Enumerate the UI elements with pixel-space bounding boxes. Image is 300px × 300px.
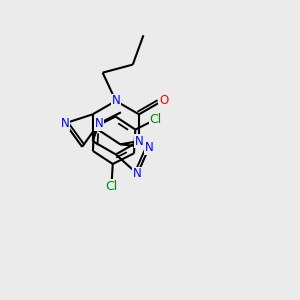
Text: N: N [133, 167, 142, 180]
Text: N: N [95, 117, 103, 130]
Text: N: N [61, 117, 69, 130]
Text: N: N [135, 135, 143, 148]
Text: N: N [145, 141, 154, 154]
Text: N: N [111, 94, 120, 107]
Text: O: O [159, 94, 168, 106]
Text: Cl: Cl [105, 180, 118, 193]
Text: Cl: Cl [150, 113, 162, 126]
